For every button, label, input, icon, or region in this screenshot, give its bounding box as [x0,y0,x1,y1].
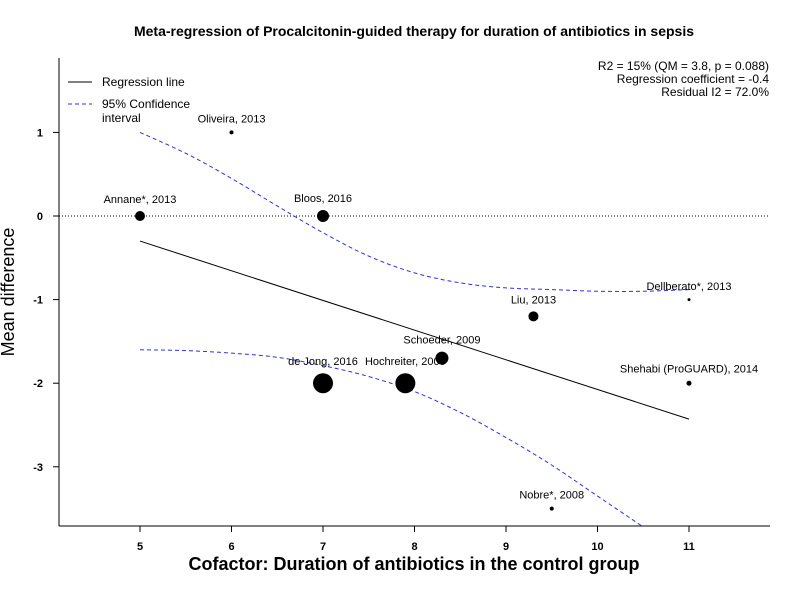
x-tick-label: 5 [137,541,143,553]
legend-ci-label: 95% Confidence interval [102,97,190,125]
legend-regression-label: Regression line [102,75,185,89]
x-tick-label: 11 [683,541,695,553]
study-label: Schoeder, 2009 [403,335,480,347]
study-point [435,351,449,365]
legend-ci-label-line: interval [102,111,141,125]
y-tick-label: 0 [37,211,43,223]
x-tick-label: 6 [228,541,234,553]
stat-r2: R2 = 15% (QM = 3.8, p = 0.088) [598,59,769,73]
y-tick-label: -2 [33,378,43,390]
x-tick-label: 10 [591,541,603,553]
chart-title: Meta-regression of Procalcitonin-guided … [134,23,694,39]
study-label: Dellberato*, 2013 [646,281,731,293]
study-label: Shehabi (ProGUARD), 2014 [620,364,758,376]
study-label: Annane*, 2013 [104,194,177,206]
study-point [229,130,234,135]
study-point [528,311,539,322]
study-label: Liu, 2013 [511,294,556,306]
study-label: Oliveira, 2013 [198,113,266,125]
y-ticks: 1 0 -1 -2 -3 [33,127,59,474]
stat-coefficient: Regression coefficient = -0.4 [617,72,770,86]
x-tick-label: 9 [503,541,509,553]
y-axis-label: Mean difference [0,228,18,357]
x-tick-label: 7 [320,541,326,553]
x-ticks: 5 6 7 8 9 10 11 [137,526,695,553]
y-tick-label: -3 [33,462,43,474]
study-point [313,373,333,394]
stat-residual-i2: Residual I2 = 72.0% [661,85,769,99]
study-labels: Oliveira, 2013 Annane*, 2013 Bloos, 2016 De… [104,113,758,501]
ci-lower-curve [139,349,643,526]
study-point [686,380,692,386]
study-point [687,298,691,302]
legend: Regression line 95% Confidence interval [68,75,190,125]
study-label: Nobre*, 2008 [519,490,584,502]
plot-area [59,130,770,526]
x-axis-label: Cofactor: Duration of antibiotics in the… [189,554,640,574]
study-label: Hochreiter, 2009 [365,356,446,368]
study-point [317,210,329,222]
regression-stats: R2 = 15% (QM = 3.8, p = 0.088) Regressio… [598,59,769,99]
study-point [135,211,145,221]
study-point [395,373,416,394]
study-points [135,130,692,511]
ci-upper-curve [139,131,690,292]
study-label: Bloos, 2016 [294,193,352,205]
study-label: de Jong, 2016 [288,356,358,368]
y-tick-label: -1 [33,295,43,307]
y-tick-label: 1 [37,127,43,139]
x-tick-label: 8 [411,541,417,553]
study-point [549,506,554,511]
legend-ci-label-line: 95% Confidence [102,97,190,111]
regression-line [139,240,690,420]
